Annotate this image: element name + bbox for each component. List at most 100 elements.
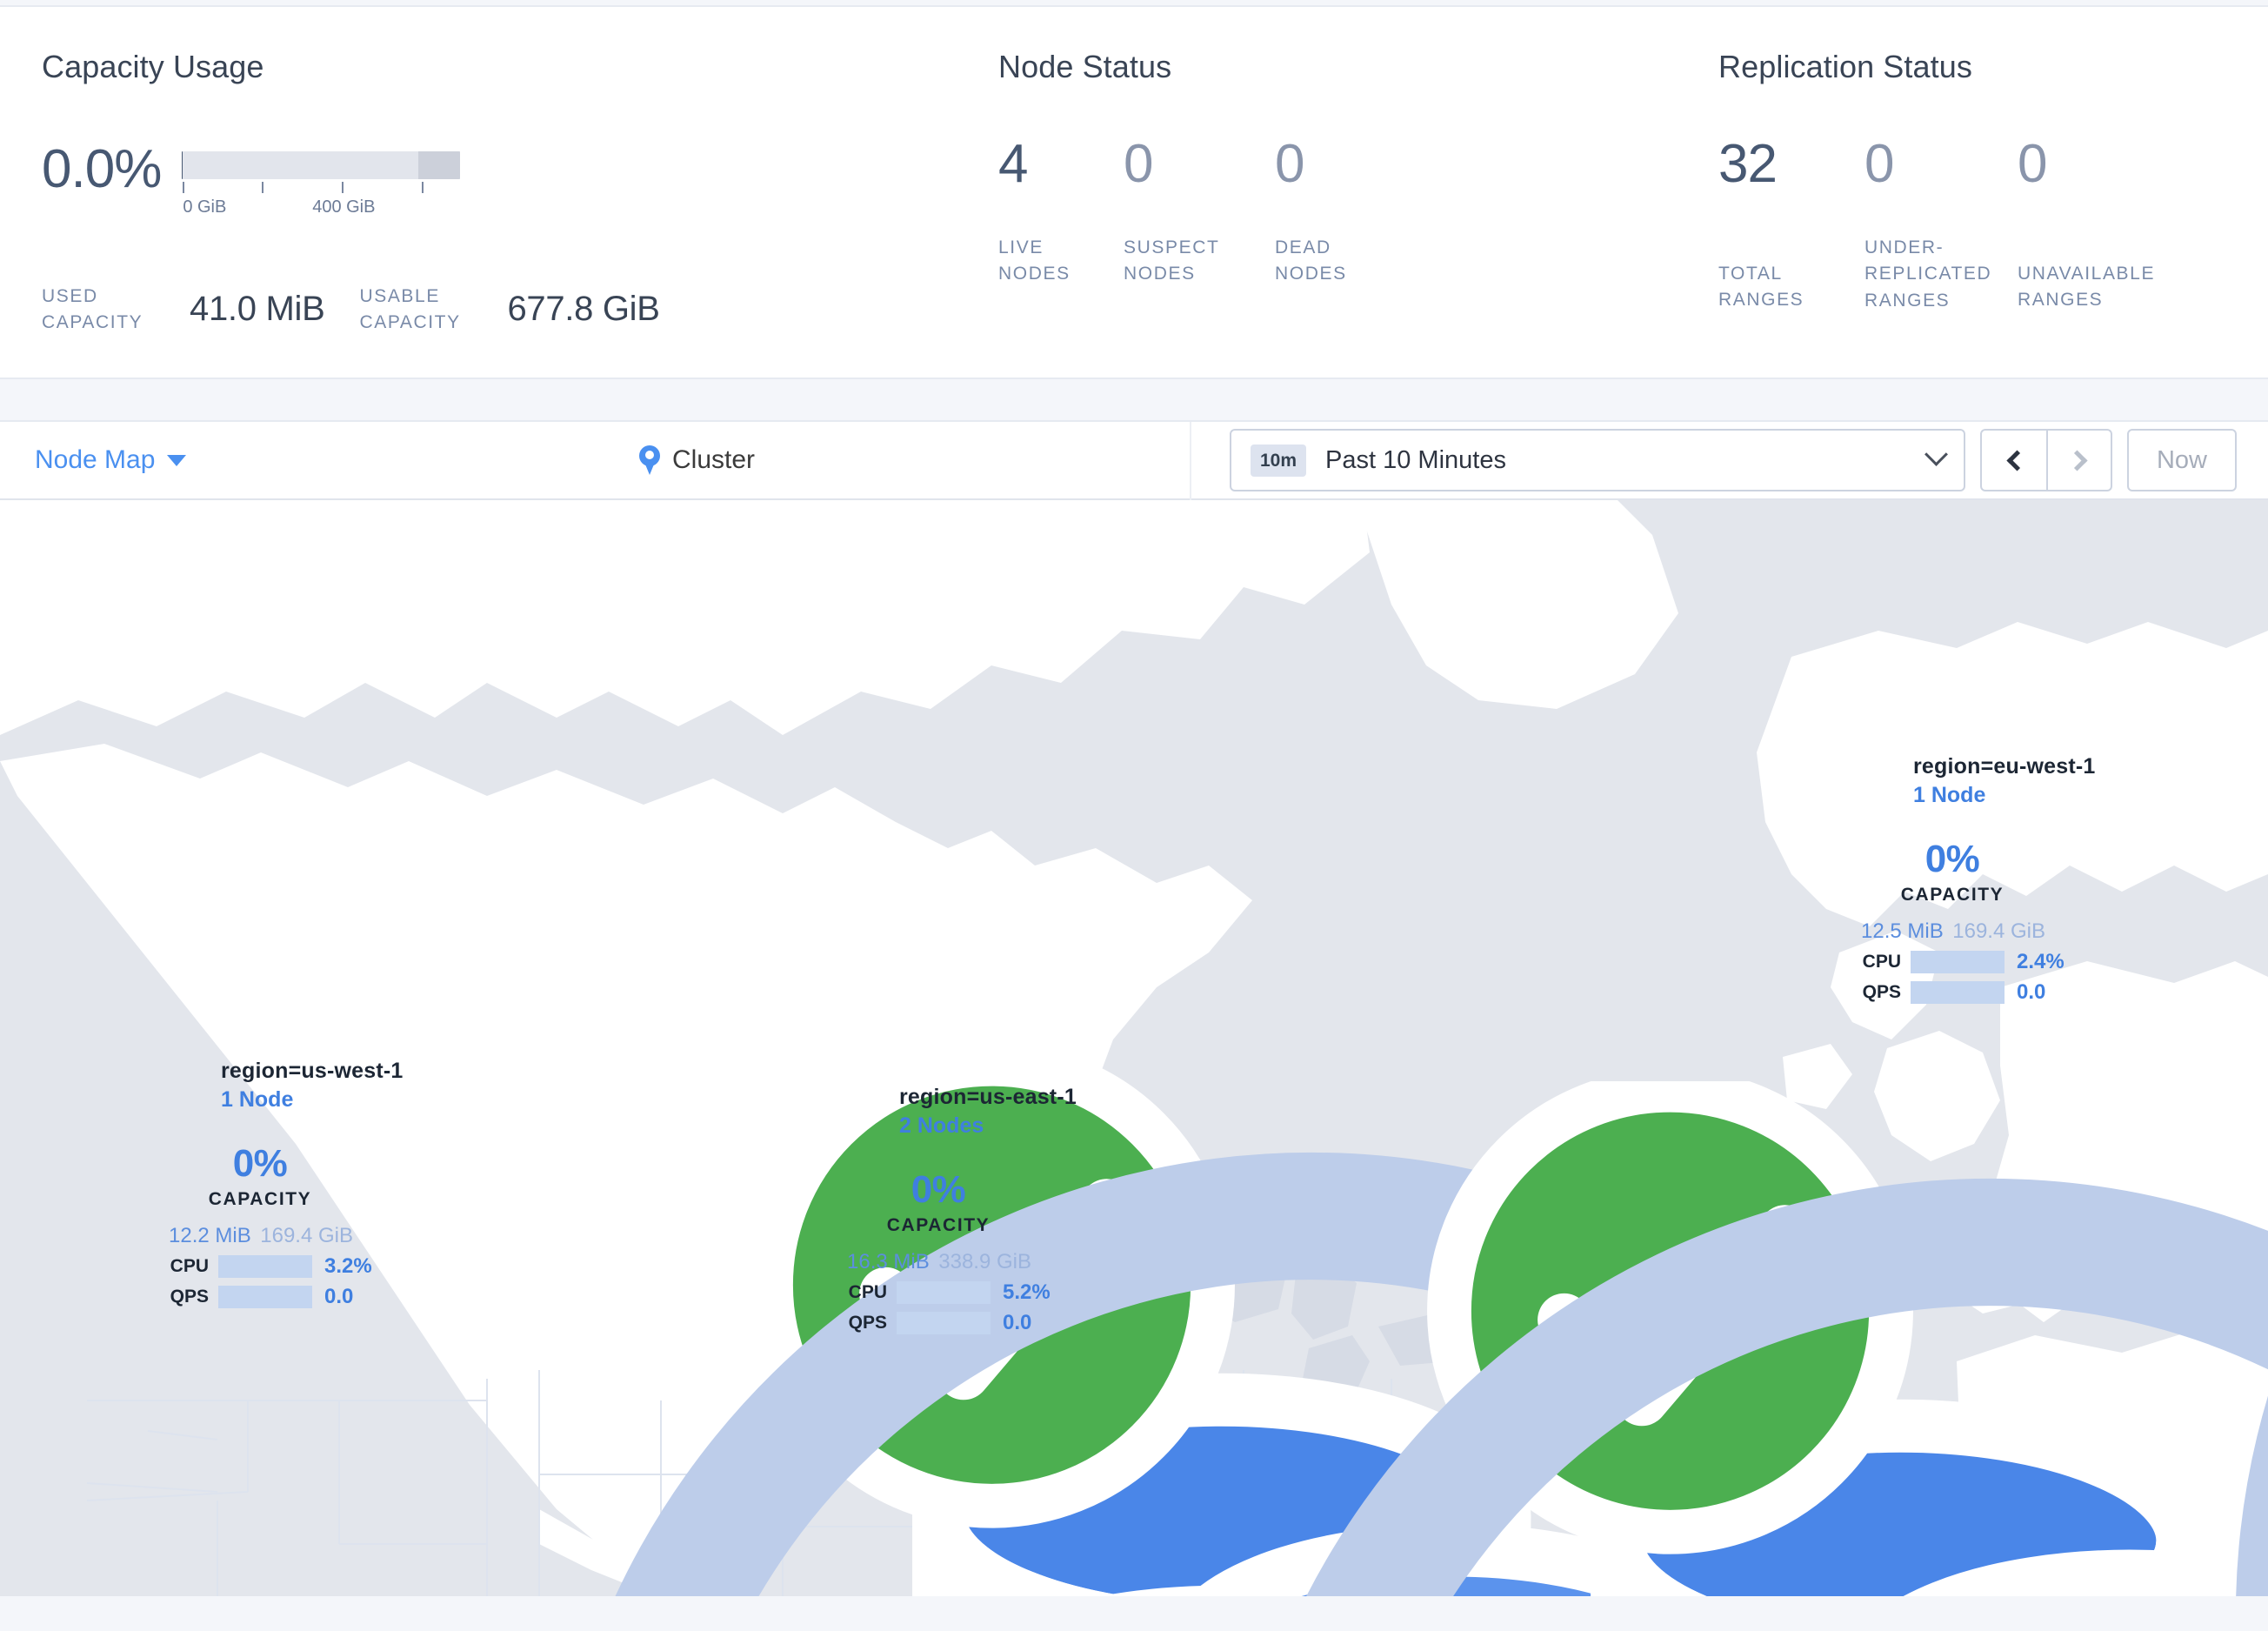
capacity-tick-label-1: 400 GiB xyxy=(312,197,376,217)
dead-nodes-metric: 0 DEAD NODES xyxy=(1275,134,1400,284)
used-capacity-value: 41.0 MiB xyxy=(190,290,325,329)
capacity-gauge-ring: 0% CAPACITY xyxy=(856,1151,2268,1596)
suspect-nodes-value: 0 xyxy=(1124,134,1153,194)
time-previous-button[interactable] xyxy=(1982,431,2046,490)
used-capacity-stat: USED CAPACITY 41.0 MiB xyxy=(42,284,325,336)
locality-titles: region=eu-west-1 1 Node xyxy=(1913,751,2096,808)
capacity-gauge-ring: 0% CAPACITY xyxy=(177,1125,2008,1596)
cluster-summary-bar: Capacity Usage 0.0% 0 GiB 400 GiB xyxy=(0,5,2268,379)
dead-nodes-value: 0 xyxy=(1275,134,1304,194)
locality-header: region=us-west-1 1 Node xyxy=(158,1055,1715,1596)
capacity-total-bytes: 338.9 GiB xyxy=(938,1250,1031,1273)
replication-status-metrics: 32 TOTAL RANGES 0 UNDER- REPLICATED RANG… xyxy=(1718,134,2164,311)
live-nodes-label: LIVE NODES xyxy=(998,237,1071,284)
time-controls: 10m Past 10 Minutes Now xyxy=(1230,429,2237,491)
breadcrumb[interactable]: Cluster xyxy=(639,445,755,475)
unavailable-ranges-value: 0 xyxy=(2018,134,2047,194)
unavailable-ranges-label: UNAVAILABLE RANGES xyxy=(2018,264,2156,311)
under-replicated-ranges-value: 0 xyxy=(1864,134,1894,194)
time-range-select[interactable]: 10m Past 10 Minutes xyxy=(1230,429,1965,491)
locality-marker-eu-west-1[interactable]: region=eu-west-1 1 Node 0% CAPACITY 12.5… xyxy=(1851,751,2268,1596)
usable-capacity-value: 677.8 GiB xyxy=(507,290,660,329)
capacity-bytes: 16.3 MiB 338.9 GiB xyxy=(847,1250,1031,1274)
capacity-axis-labels: 0 GiB 400 GiB xyxy=(182,197,530,217)
qps-sparkline xyxy=(218,1286,312,1308)
capacity-gauge: 0.0% 0 GiB 400 GiB xyxy=(42,137,530,217)
time-range-badge: 10m xyxy=(1251,444,1307,477)
time-now-button[interactable]: Now xyxy=(2127,429,2237,491)
database-cluster-icon xyxy=(1851,751,1904,805)
capacity-stats: USED CAPACITY 41.0 MiB USABLE CAPACITY 6… xyxy=(42,284,660,336)
capacity-gauge-ring: 0% CAPACITY xyxy=(1870,820,2268,1596)
qps-sparkline xyxy=(1911,981,2005,1004)
capacity-percent: 0% xyxy=(232,1142,288,1185)
capacity-bytes: 12.2 MiB 169.4 GiB xyxy=(169,1224,353,1248)
capacity-bar-headroom xyxy=(418,151,461,179)
qps-value: 0.0 xyxy=(2017,980,2046,1004)
unavailable-ranges-metric: 0 UNAVAILABLE RANGES xyxy=(2018,134,2164,311)
database-cluster-icon xyxy=(837,1081,2268,1596)
node-map[interactable]: region=us-west-1 1 Node 0% CAPACITY 12.2… xyxy=(0,500,2268,1596)
map-toolbar: Node Map Cluster 10m Past 10 Minutes Now xyxy=(0,420,2268,502)
locality-marker-us-west-1[interactable]: region=us-west-1 1 Node 0% CAPACITY 12.2… xyxy=(158,1055,2008,1596)
location-pin-icon xyxy=(639,445,660,475)
database-cluster-icon xyxy=(158,1055,1715,1596)
chevron-left-icon xyxy=(2005,449,2028,471)
qps-metric-row: QPS 0.0 xyxy=(1861,980,2096,1005)
locality-marker-us-east-1[interactable]: region=us-east-1 2 Nodes 0% CAPACITY 16.… xyxy=(837,1081,2268,1596)
capacity-percent: 0% xyxy=(911,1168,966,1211)
chevron-right-icon xyxy=(2065,449,2088,471)
dead-nodes-label: DEAD NODES xyxy=(1275,237,1347,284)
cpu-label: CPU xyxy=(1862,952,1901,972)
chevron-down-icon xyxy=(1924,442,1948,466)
capacity-caption: CAPACITY xyxy=(208,1189,312,1209)
chevron-down-icon xyxy=(167,454,187,466)
cpu-label: CPU xyxy=(170,1256,209,1276)
cpu-value: 3.2% xyxy=(324,1254,372,1278)
locality-name: region=us-east-1 xyxy=(899,1085,1077,1109)
capacity-percent-value: 0.0% xyxy=(42,139,162,199)
usable-capacity-stat: USABLE CAPACITY 677.8 GiB xyxy=(359,284,660,336)
qps-label: QPS xyxy=(1862,982,1901,1002)
suspect-nodes-label: SUSPECT NODES xyxy=(1124,237,1220,284)
time-now-label: Now xyxy=(2156,445,2207,474)
cpu-sparkline xyxy=(897,1281,991,1304)
locality-titles: region=us-east-1 2 Nodes xyxy=(899,1081,1077,1139)
capacity-bar-wrap: 0 GiB 400 GiB xyxy=(182,151,530,217)
locality-header: region=us-east-1 2 Nodes xyxy=(837,1081,2268,1596)
locality-node-count: 2 Nodes xyxy=(899,1113,984,1138)
capacity-caption: CAPACITY xyxy=(886,1215,991,1235)
time-next-button[interactable] xyxy=(2046,431,2111,490)
cpu-value: 2.4% xyxy=(2017,950,2065,973)
cpu-sparkline xyxy=(218,1255,312,1278)
capacity-percent: 0% xyxy=(1924,838,1980,880)
view-mode-label: Node Map xyxy=(35,445,156,474)
capacity-bytes: 12.5 MiB 169.4 GiB xyxy=(1861,919,2045,944)
node-status-card: Node Status 4 LIVE NODES 0 SUSPECT NODES… xyxy=(965,7,1687,378)
used-capacity-label: USED CAPACITY xyxy=(42,286,143,332)
capacity-used-bytes: 12.5 MiB xyxy=(1861,919,1944,943)
time-nav-buttons xyxy=(1980,429,2112,491)
capacity-total-bytes: 169.4 GiB xyxy=(1952,919,2045,943)
qps-metric-row: QPS 0.0 xyxy=(847,1311,1077,1335)
qps-sparkline xyxy=(897,1312,991,1334)
breadcrumb-label: Cluster xyxy=(672,445,756,474)
qps-metric-row: QPS 0.0 xyxy=(169,1285,404,1309)
total-ranges-metric: 32 TOTAL RANGES xyxy=(1718,137,1864,311)
replication-status-card: Replication Status 32 TOTAL RANGES 0 UND… xyxy=(1687,7,2268,378)
locality-node-count: 1 Node xyxy=(1913,783,1986,807)
toolbar-divider xyxy=(1190,422,1191,502)
capacity-caption: CAPACITY xyxy=(1900,885,2005,905)
qps-value: 0.0 xyxy=(324,1285,354,1308)
capacity-used-bytes: 16.3 MiB xyxy=(847,1250,930,1273)
node-status-title: Node Status xyxy=(998,49,1172,84)
cpu-metric-row: CPU 5.2% xyxy=(847,1280,1077,1305)
total-ranges-label: TOTAL RANGES xyxy=(1718,264,1804,311)
cpu-label: CPU xyxy=(848,1282,887,1302)
capacity-usage-title: Capacity Usage xyxy=(42,49,264,84)
view-mode-dropdown[interactable]: Node Map xyxy=(35,445,187,475)
capacity-bar xyxy=(182,151,461,179)
node-status-metrics: 4 LIVE NODES 0 SUSPECT NODES 0 DEAD NODE… xyxy=(998,134,1400,284)
replication-status-title: Replication Status xyxy=(1718,49,1972,84)
under-replicated-ranges-metric: 0 UNDER- REPLICATED RANGES xyxy=(1864,134,2018,311)
